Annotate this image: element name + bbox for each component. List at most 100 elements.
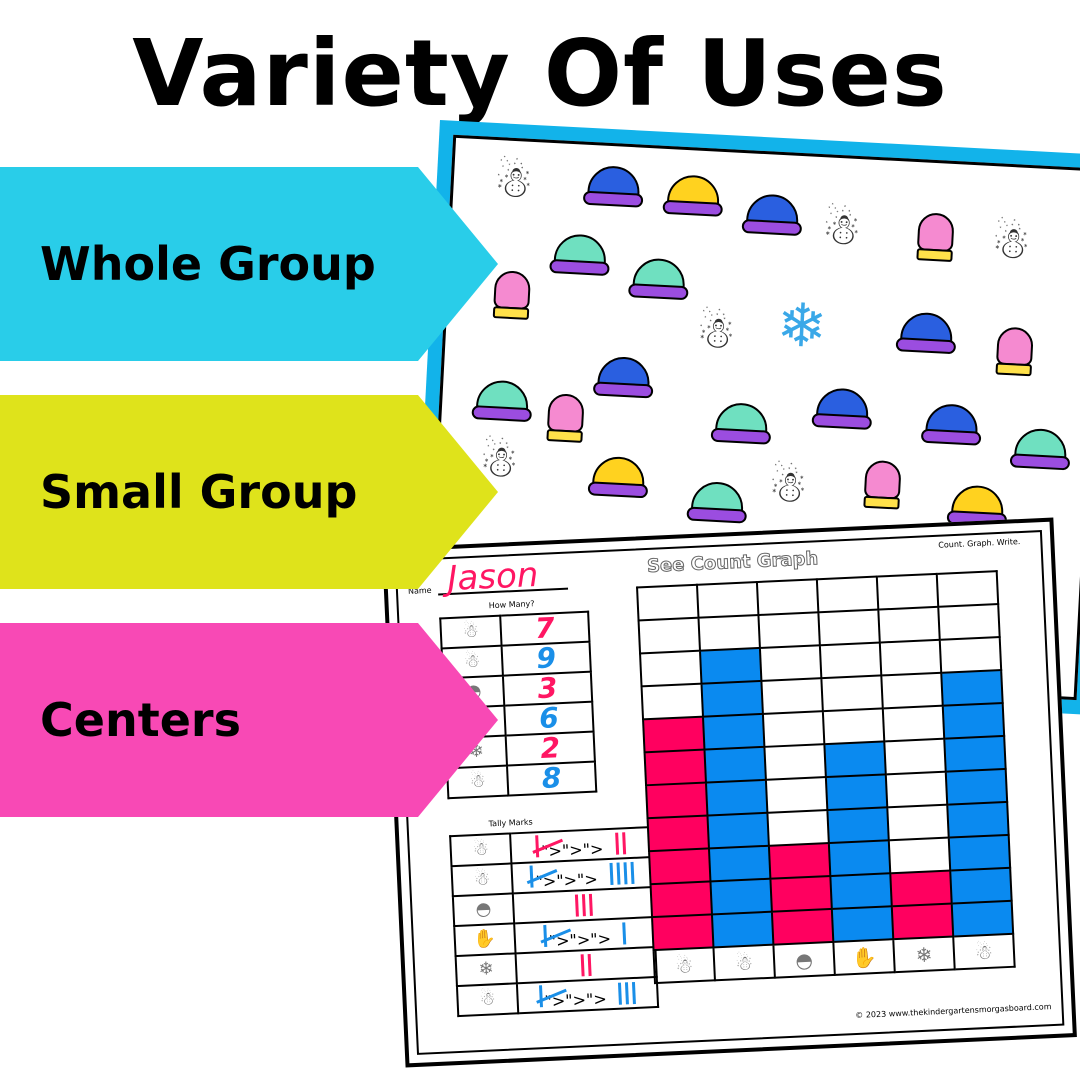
count-cell: 2 xyxy=(505,731,595,766)
tally-table: ☃ ">">"> ☃ ">">"> ◓ ✋ ">">"> ❄ ☃ ">">"> xyxy=(449,826,659,1017)
graph-cell[interactable] xyxy=(649,848,711,885)
graph-cell[interactable] xyxy=(887,804,949,841)
graph-cell[interactable] xyxy=(888,837,951,874)
see-count-graph-worksheet: See Count Graph Count. Graph. Write. Nam… xyxy=(382,517,1077,1068)
graph-cell[interactable] xyxy=(831,906,894,942)
graph-cell[interactable] xyxy=(652,914,714,951)
graph-cell[interactable] xyxy=(830,873,892,909)
graph-cell[interactable] xyxy=(707,812,769,849)
graph-cell[interactable] xyxy=(948,834,1011,871)
graph-cell[interactable] xyxy=(881,672,943,709)
tally-mark xyxy=(581,894,586,917)
graph-cell[interactable] xyxy=(828,840,891,876)
graph-cell[interactable] xyxy=(882,705,945,742)
graph-cell[interactable] xyxy=(646,782,708,819)
graph-cell[interactable] xyxy=(756,579,819,615)
hat-icon xyxy=(811,387,873,432)
beanie-icon: ◓ xyxy=(452,893,515,927)
graph-cell[interactable] xyxy=(884,738,946,775)
graph-cell[interactable] xyxy=(768,843,831,879)
tally-mark xyxy=(623,862,628,885)
graph-cell[interactable] xyxy=(878,606,940,643)
graph-cell[interactable] xyxy=(824,741,886,778)
graph-cell[interactable] xyxy=(951,900,1014,937)
tally-mark xyxy=(621,832,626,855)
graph-cell[interactable] xyxy=(698,614,760,651)
graph-cell[interactable] xyxy=(938,604,1000,640)
graph-cell[interactable] xyxy=(710,878,772,915)
graph-cell[interactable] xyxy=(885,771,948,808)
graph-cell[interactable] xyxy=(818,609,880,646)
graph-cell[interactable] xyxy=(701,680,763,717)
graph-cell[interactable] xyxy=(821,675,883,712)
tally-label: Tally Marks xyxy=(488,817,533,829)
graph-cell[interactable] xyxy=(941,670,1003,706)
beanie-icon: ◓ xyxy=(773,941,835,978)
graph-cell[interactable] xyxy=(705,779,768,816)
snowman-icon: ☃ xyxy=(440,615,502,649)
hat-icon xyxy=(895,311,957,356)
graph-cell[interactable] xyxy=(708,845,771,882)
graph-cell[interactable] xyxy=(816,576,879,613)
graph-cell[interactable] xyxy=(637,584,699,621)
graph-cell[interactable] xyxy=(879,639,942,676)
graph-cell[interactable] xyxy=(640,650,702,687)
graph-cell[interactable] xyxy=(650,881,712,918)
snowman-hat-icon: ☃ xyxy=(456,983,519,1017)
banner-label: Centers xyxy=(40,693,241,747)
count-value: 2 xyxy=(539,731,561,765)
graph-cell[interactable] xyxy=(644,749,706,786)
graph-cell[interactable] xyxy=(704,746,766,783)
graph-cell[interactable] xyxy=(825,774,888,811)
snowman-hat-icon: ☃ xyxy=(953,933,1015,970)
graph-cell[interactable] xyxy=(876,573,939,610)
count-value: 6 xyxy=(538,701,560,736)
graph-cell[interactable] xyxy=(822,708,885,745)
tally-mark xyxy=(614,832,619,855)
count-value: 8 xyxy=(541,761,563,795)
graph-cell[interactable] xyxy=(771,908,834,945)
hat-icon xyxy=(741,193,803,238)
graph-cell[interactable] xyxy=(759,645,822,681)
graph-cell[interactable] xyxy=(890,870,952,907)
graph-cell[interactable] xyxy=(638,617,700,654)
graph-cell[interactable] xyxy=(702,713,765,750)
tally-mark xyxy=(587,953,592,977)
graph-cell[interactable] xyxy=(891,903,954,940)
graph-cell[interactable] xyxy=(945,768,1008,805)
graph-cell[interactable] xyxy=(711,911,774,948)
graph-cell[interactable] xyxy=(939,637,1002,673)
how-many-row: ☃ 8 xyxy=(447,761,597,799)
graph-cell[interactable] xyxy=(696,582,759,618)
banner-centers: Centers xyxy=(0,623,498,817)
graph-cell[interactable] xyxy=(647,815,709,852)
graph-cell[interactable] xyxy=(641,683,703,720)
hat-icon xyxy=(710,401,772,447)
snowflake-icon: ❄ xyxy=(893,936,955,973)
graph-cell[interactable] xyxy=(643,716,705,753)
graph-cell[interactable] xyxy=(942,703,1005,739)
snowman-icon: ☃ xyxy=(766,460,810,514)
hat-icon xyxy=(920,402,983,448)
graph-cell[interactable] xyxy=(936,571,999,607)
graph-cell[interactable] xyxy=(762,711,825,747)
mitten-icon xyxy=(989,326,1036,378)
graph-cell[interactable] xyxy=(770,875,832,912)
graph-cell[interactable] xyxy=(950,867,1012,904)
hat-icon xyxy=(587,455,649,500)
count-cell: 7 xyxy=(500,611,590,646)
graph-cell[interactable] xyxy=(944,735,1006,772)
graph-cell[interactable] xyxy=(819,642,882,679)
graph-cell[interactable] xyxy=(758,612,820,648)
graph-cell[interactable] xyxy=(827,807,889,844)
worksheet-header: Count. Graph. Write. xyxy=(938,537,1021,550)
graph-cell[interactable] xyxy=(765,777,828,813)
graph-cell[interactable] xyxy=(761,678,823,714)
count-cell: 6 xyxy=(504,701,594,736)
bar-graph: ☃ ☃ ◓ ✋ ❄ ☃ xyxy=(636,570,1016,984)
graph-cell[interactable] xyxy=(699,647,762,684)
graph-cell[interactable] xyxy=(767,810,829,846)
tally-group: ">">"> xyxy=(526,863,598,891)
graph-cell[interactable] xyxy=(764,744,826,780)
graph-cell[interactable] xyxy=(947,801,1009,838)
